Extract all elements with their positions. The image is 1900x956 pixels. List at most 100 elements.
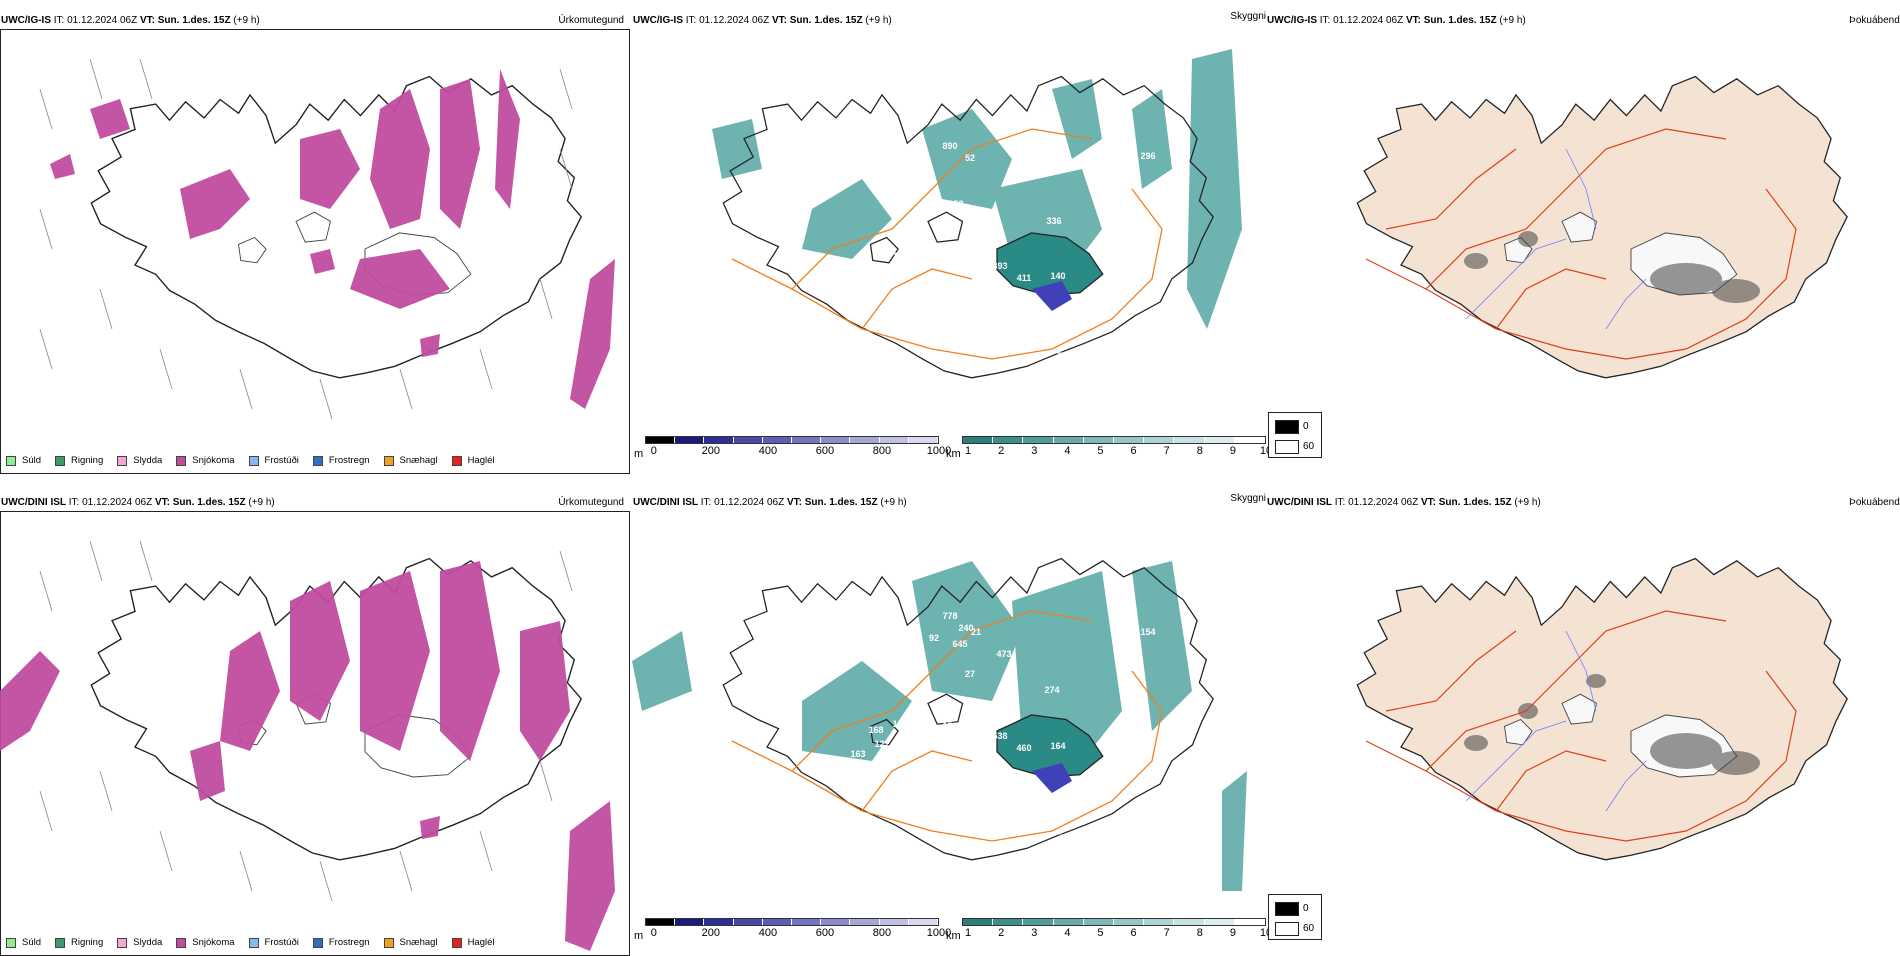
legend-swatch [383, 455, 394, 466]
colorbar-tick: 4 [1064, 927, 1071, 939]
colorbar-step [675, 437, 705, 443]
panel-header: UWC/IG-IS IT: 01.12.2024 06Z VT: Sun. 1.… [1267, 15, 1526, 26]
colorbar-step [646, 919, 676, 925]
iceland-outline [90, 557, 582, 861]
colorbar-step [879, 919, 909, 925]
colorbar-tick: 7 [1163, 445, 1170, 457]
cover-legend-row2: 0 60 [1268, 894, 1322, 940]
legend-label: Rigning [71, 937, 104, 948]
colorbar-step [1174, 919, 1205, 925]
panel-title: Skyggni [1230, 493, 1266, 504]
colorbar-tick: 5 [1097, 927, 1104, 939]
elev-label: 258 [948, 199, 963, 209]
colorbar-tick: 9 [1229, 927, 1236, 939]
legend-item: Haglél [451, 937, 495, 948]
colorbar-step [879, 437, 909, 443]
panel-header: UWC/IG-IS IT: 01.12.2024 06Z VT: Sun. 1.… [633, 15, 892, 26]
colorbar-tick: 3 [1031, 927, 1038, 939]
colorbar-tick: 2 [998, 927, 1005, 939]
colorbar-tick: 8 [1196, 445, 1203, 457]
legend-label: Haglél [467, 455, 495, 466]
precip-legend: Súld Rigning Slydda Snjókoma Frostúði Frostre… [6, 937, 509, 948]
colorbar-step [1204, 919, 1235, 925]
legend-item: Haglél [451, 455, 495, 466]
legend-label: Súld [22, 937, 42, 948]
legend-swatch [6, 937, 16, 948]
elev-label: 17 [961, 717, 971, 727]
colorbar-step [1114, 437, 1145, 443]
colorbar-tick: 1 [965, 927, 972, 939]
roads [731, 128, 1163, 360]
elev-label: 178 [942, 721, 957, 731]
colorbar-step [704, 437, 734, 443]
elev-label: 222 [942, 255, 957, 265]
colorbar-step [1234, 919, 1266, 925]
legend-label: Haglél [467, 937, 495, 948]
fog-map [1356, 557, 1848, 861]
unit-km: km [946, 930, 961, 942]
glacier-blue [1032, 281, 1072, 311]
legend-label: Snjókoma [192, 455, 235, 466]
colorbar-m-row1: 0 200 400 600 800 1000 [645, 436, 951, 458]
panel-title: Þokuábendi [1849, 497, 1900, 508]
legend-swatch [117, 937, 128, 948]
roads [1365, 610, 1797, 842]
elev-label: 168 [868, 725, 883, 735]
panel-title: Skyggni [1230, 11, 1266, 22]
elev-label: 15 [961, 249, 971, 259]
legend-item: Frostúði [248, 455, 299, 466]
colorbar-km-row1: 1 2 3 4 5 6 7 8 9 10 [962, 436, 1272, 458]
colorbar-step [762, 437, 793, 443]
legend-item: Slydda [117, 455, 162, 466]
legend-swatch [6, 455, 16, 466]
colorbar-step [675, 919, 705, 925]
cover-legend-row1: 0 60 [1268, 412, 1322, 458]
colorbar-step [1083, 437, 1115, 443]
legend-item: Súld [6, 455, 41, 466]
precip-type-panel-row2: UWC/DINI ISL IT: 01.12.2024 06Z VT: Sun.… [0, 496, 630, 956]
colorbar-step [733, 919, 763, 925]
elev-label: 645 [952, 639, 967, 649]
legend-label: Snjókoma [192, 937, 235, 948]
colorbar-step [821, 437, 851, 443]
elev-label: 274 [1044, 685, 1059, 695]
unit-km: km [946, 448, 961, 460]
elev-label: 890 [942, 141, 957, 151]
legend-label: Slydda [133, 455, 163, 466]
colorbar-tick: 1000 [926, 927, 952, 939]
elev-label: 393 [992, 261, 1007, 271]
cloud-panel-row2: UWC/DINI ISL IT: 01.12.2024 06Z VT: Sun.… [632, 493, 1266, 956]
colorbar-m-row2: 0 200 400 600 800 1000 [645, 918, 951, 940]
colorbar-step [850, 437, 880, 443]
fog-panel-row1: UWC/IG-IS IT: 01.12.2024 06Z VT: Sun. 1.… [1266, 14, 1900, 474]
colorbar-tick: 200 [701, 445, 721, 457]
wind-barbs [39, 58, 573, 420]
colorbar-step [1114, 919, 1145, 925]
elev-label: 76 [1057, 351, 1067, 361]
panel-header: UWC/DINI ISL IT: 01.12.2024 06Z VT: Sun.… [1, 497, 275, 508]
legend-item: Frostúði [248, 937, 299, 948]
precip-map [39, 58, 615, 420]
colorbar-tick: 800 [872, 927, 892, 939]
colorbar-step [792, 919, 822, 925]
glacier-blue [1032, 763, 1072, 793]
colorbar-step [733, 437, 763, 443]
elev-label: 92 [929, 633, 939, 643]
colorbar-step [1053, 919, 1084, 925]
elev-label: 127 [874, 739, 889, 749]
elev-label: 336 [1046, 216, 1061, 226]
elev-label: 52 [965, 153, 975, 163]
legend-swatch [55, 937, 66, 948]
colorbar-step [908, 437, 939, 443]
cloud-fields [632, 561, 1247, 891]
colorbar-tick: 8 [1196, 927, 1203, 939]
legend-item: Súld [6, 937, 41, 948]
elev-label: 411 [1017, 273, 1032, 283]
elev-label: 154 [1140, 627, 1155, 637]
colorbar-step [1234, 437, 1266, 443]
colorbar-tick: 9 [1229, 445, 1236, 457]
elev-label: 164 [1050, 741, 1065, 751]
cloud-panel-row1: UWC/IG-IS IT: 01.12.2024 06Z VT: Sun. 1.… [632, 11, 1266, 474]
colorbar-step [762, 919, 793, 925]
panel-title: Úrkomutegund [558, 497, 624, 508]
